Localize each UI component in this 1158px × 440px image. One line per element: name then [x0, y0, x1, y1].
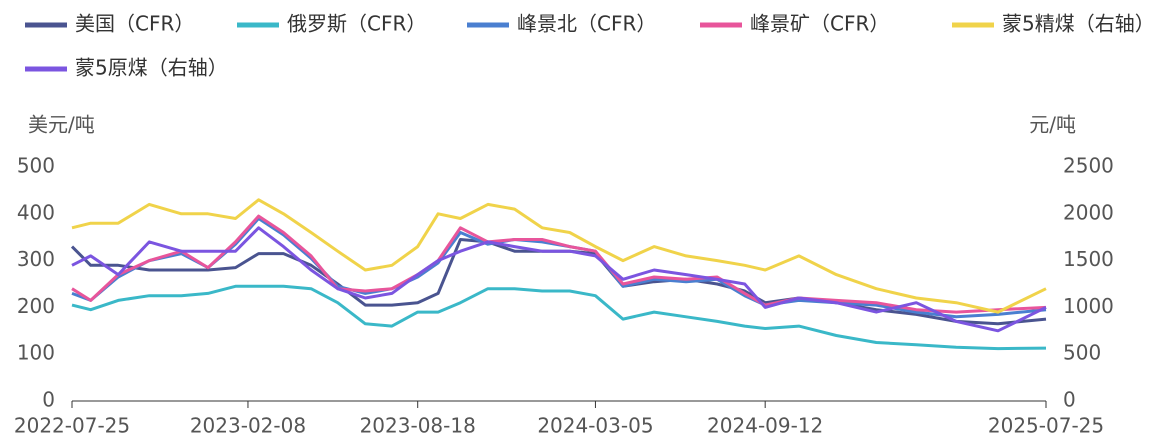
legend-label: 峰景北（CFR） — [517, 12, 656, 36]
x-tick-label: 2024-03-05 — [537, 414, 653, 438]
y-axis-title: 美元/吨 — [28, 113, 95, 137]
x-tick-label: 2022-07-25 — [14, 414, 130, 438]
y-tick-label: 200 — [17, 294, 55, 318]
x-tick-label: 2024-09-12 — [707, 414, 823, 438]
legend-label: 峰景矿（CFR） — [750, 12, 889, 36]
x-tick-label: 2025-07-25 — [988, 414, 1104, 438]
legend-label: 俄罗斯（CFR） — [287, 12, 426, 36]
y2-tick-label: 2500 — [1063, 154, 1114, 178]
series-line — [71, 198, 1047, 314]
y2-tick-label: 2000 — [1063, 200, 1114, 224]
x-tick-label: 2023-08-18 — [360, 414, 476, 438]
y-tick-label: 300 — [17, 247, 55, 271]
y-tick-label: 400 — [17, 200, 55, 224]
legend-label: 蒙5精煤（右轴） — [1002, 12, 1155, 36]
y-tick-label: 500 — [17, 154, 55, 178]
x-tick-label: 2023-02-08 — [190, 414, 306, 438]
legend-label: 美国（CFR） — [75, 12, 194, 36]
legend-label: 蒙5原煤（右轴） — [75, 56, 228, 80]
y2-tick-label: 1000 — [1063, 294, 1114, 318]
y2-tick-label: 1500 — [1063, 247, 1114, 271]
series-line — [71, 226, 1047, 333]
y-tick-label: 0 — [42, 388, 55, 412]
y2-tick-label: 500 — [1063, 341, 1101, 365]
y2-tick-label: 0 — [1063, 388, 1076, 412]
y-tick-label: 100 — [17, 341, 55, 365]
series-line — [71, 284, 1047, 351]
y2-axis-title: 元/吨 — [1029, 113, 1076, 137]
